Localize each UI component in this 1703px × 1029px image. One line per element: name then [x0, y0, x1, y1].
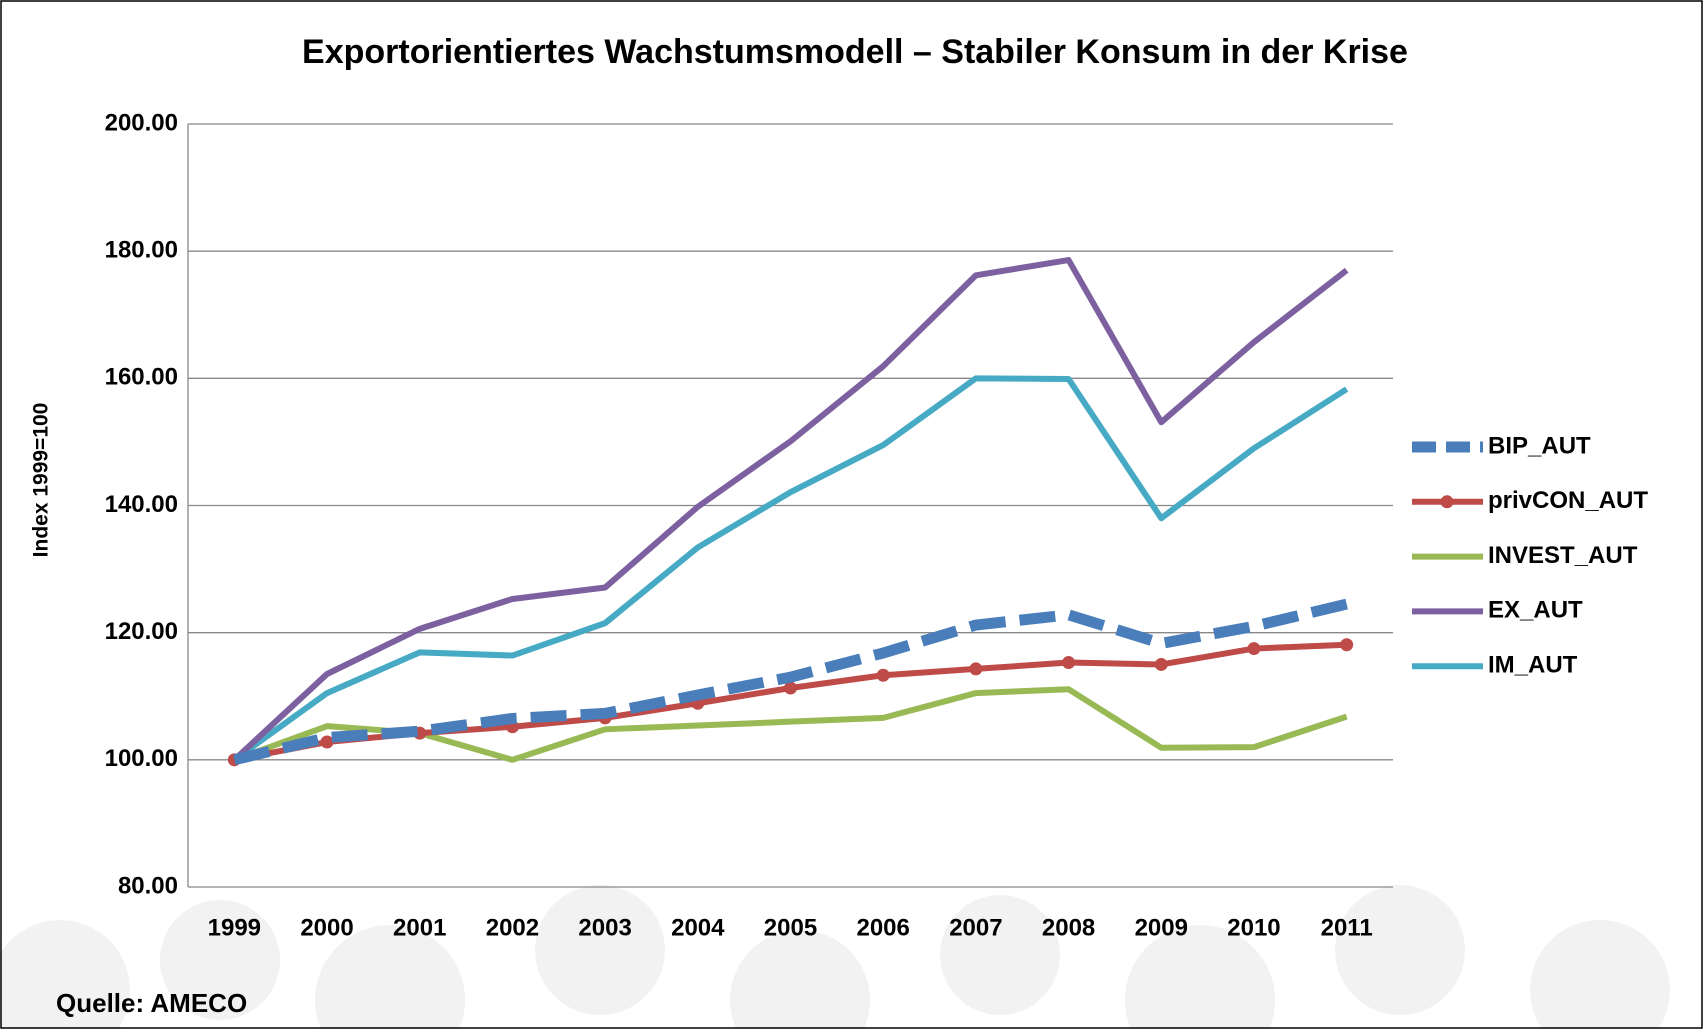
x-tick-label: 2007	[949, 914, 1002, 941]
chart: Exportorientiertes Wachstumsmodell – Sta…	[0, 0, 1703, 1029]
series-marker	[877, 669, 890, 682]
x-tick-label: 2009	[1135, 914, 1188, 941]
x-tick-label: 2002	[486, 914, 539, 941]
series-marker	[321, 736, 334, 749]
y-tick-label: 120.00	[105, 618, 178, 645]
page: {"chart_data": {"type": "line", "title":…	[0, 0, 1703, 1029]
series-line	[234, 378, 1346, 759]
series-line	[234, 604, 1346, 760]
y-tick-label: 140.00	[105, 491, 178, 518]
legend-label: IM_AUT	[1488, 652, 1578, 679]
x-tick-label: 2001	[393, 914, 446, 941]
series-marker	[1340, 638, 1353, 651]
series-marker	[969, 662, 982, 675]
frame	[1, 1, 1702, 1028]
y-tick-label: 160.00	[105, 364, 178, 391]
x-tick-label: 2003	[578, 914, 631, 941]
y-tick-label: 180.00	[105, 237, 178, 264]
series-marker	[1155, 658, 1168, 671]
legend-label: EX_AUT	[1488, 597, 1583, 624]
y-tick-label: 200.00	[105, 109, 178, 136]
legend-label: INVEST_AUT	[1488, 542, 1638, 569]
legend-label: privCON_AUT	[1488, 487, 1648, 514]
chart-title: Exportorientiertes Wachstumsmodell – Sta…	[302, 33, 1408, 71]
x-tick-label: 2011	[1321, 914, 1373, 941]
source-note: Quelle: AMECO	[56, 988, 247, 1018]
x-tick-label: 2008	[1042, 914, 1095, 941]
x-tick-label: 2006	[856, 914, 909, 941]
series-line	[234, 689, 1346, 760]
x-tick-label: 2010	[1227, 914, 1280, 941]
x-tick-label: 2000	[300, 914, 353, 941]
y-tick-label: 100.00	[105, 745, 178, 772]
x-tick-label: 2004	[671, 914, 725, 941]
y-axis-label: Index 1999=100	[30, 403, 53, 558]
series-marker	[1247, 642, 1260, 655]
series-marker	[1062, 656, 1075, 669]
x-tick-label: 2005	[764, 914, 817, 941]
x-tick-label: 1999	[208, 914, 261, 941]
y-tick-label: 80.00	[118, 872, 178, 899]
background-pattern	[0, 885, 1670, 1029]
legend-label: BIP_AUT	[1488, 432, 1591, 459]
legend-marker	[1441, 495, 1454, 508]
